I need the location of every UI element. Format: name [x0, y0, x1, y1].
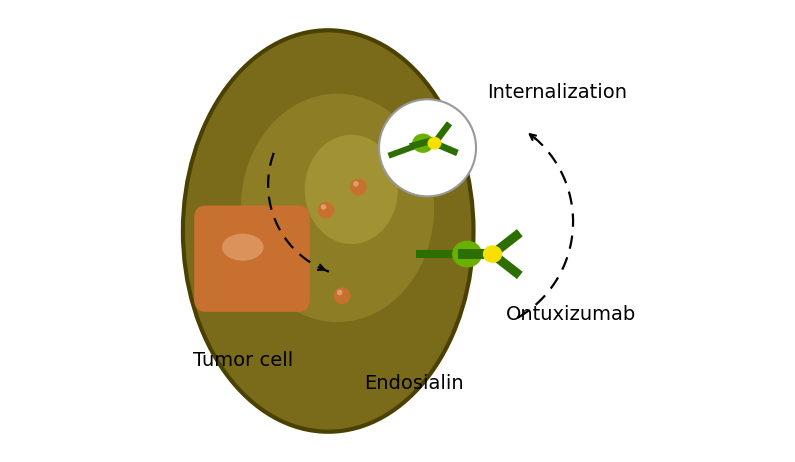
Polygon shape	[490, 229, 522, 258]
Ellipse shape	[241, 94, 434, 322]
Circle shape	[334, 287, 351, 304]
Ellipse shape	[185, 32, 471, 430]
Circle shape	[379, 99, 476, 196]
Ellipse shape	[222, 234, 263, 261]
Text: Tumor cell: Tumor cell	[192, 351, 293, 370]
Text: Endosialin: Endosialin	[364, 374, 463, 393]
FancyBboxPatch shape	[194, 206, 310, 312]
Polygon shape	[458, 249, 493, 259]
Ellipse shape	[180, 28, 475, 434]
Circle shape	[337, 290, 343, 295]
Circle shape	[350, 179, 366, 195]
Ellipse shape	[452, 241, 482, 267]
Polygon shape	[432, 122, 452, 145]
Polygon shape	[387, 140, 424, 158]
Text: Ontuxizumab: Ontuxizumab	[506, 304, 636, 324]
Polygon shape	[417, 250, 467, 258]
Ellipse shape	[304, 135, 398, 244]
Polygon shape	[490, 250, 522, 279]
Polygon shape	[433, 140, 459, 156]
Circle shape	[321, 204, 327, 210]
Text: Internalization: Internalization	[487, 83, 627, 102]
Circle shape	[353, 181, 359, 187]
Ellipse shape	[483, 245, 502, 263]
Polygon shape	[409, 137, 435, 150]
Ellipse shape	[428, 137, 441, 150]
Ellipse shape	[412, 134, 434, 153]
Circle shape	[317, 202, 334, 219]
